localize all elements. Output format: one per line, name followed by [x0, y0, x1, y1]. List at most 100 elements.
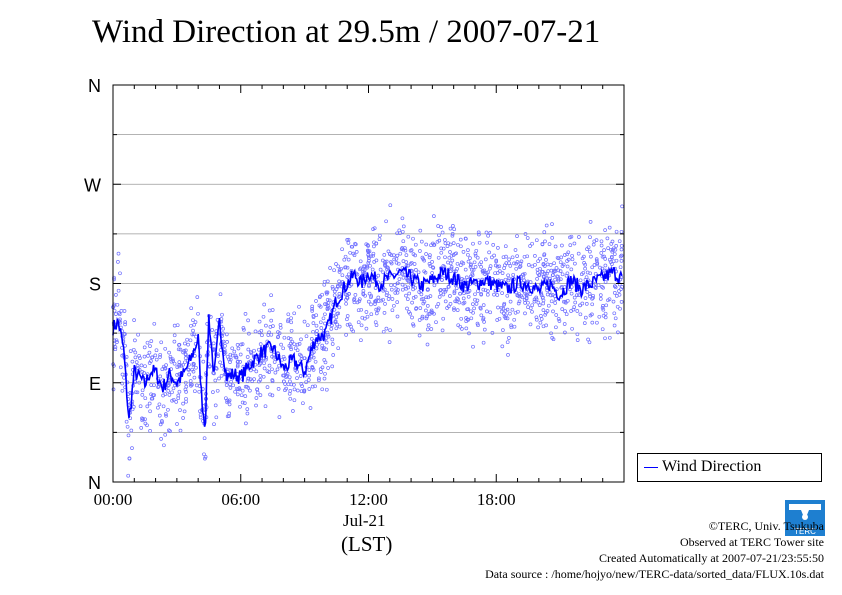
data-point	[374, 298, 378, 303]
data-point	[181, 401, 185, 406]
data-point	[361, 291, 366, 296]
data-point	[578, 278, 583, 283]
data-point	[418, 249, 422, 253]
data-point	[236, 346, 241, 351]
data-point	[525, 254, 530, 259]
data-point	[619, 287, 623, 291]
data-point	[596, 283, 601, 288]
data-point	[293, 346, 298, 351]
data-point	[245, 411, 250, 416]
data-point	[505, 307, 510, 312]
data-point	[345, 322, 350, 327]
data-point	[307, 373, 311, 378]
data-point	[177, 389, 182, 394]
data-point	[140, 388, 145, 393]
data-point	[526, 263, 531, 267]
data-point	[461, 261, 466, 266]
data-point	[496, 246, 500, 250]
data-point	[394, 260, 399, 265]
data-point	[516, 293, 521, 298]
data-point	[225, 354, 230, 359]
data-point	[321, 316, 326, 321]
data-point	[437, 295, 442, 299]
data-point	[197, 389, 202, 394]
data-point	[286, 319, 290, 324]
data-point	[344, 301, 348, 306]
data-point	[334, 315, 339, 320]
data-point	[318, 320, 323, 325]
data-point	[580, 301, 585, 306]
data-point	[388, 328, 392, 333]
data-point	[133, 390, 138, 395]
data-point	[346, 257, 351, 262]
data-point	[401, 275, 406, 280]
data-point	[604, 303, 609, 308]
data-point	[245, 407, 250, 411]
data-point	[305, 323, 310, 328]
y-tick-label: N	[88, 76, 101, 96]
data-point	[242, 401, 247, 405]
data-point	[449, 265, 454, 269]
data-point	[270, 379, 275, 383]
data-point	[365, 314, 370, 319]
data-point	[295, 376, 299, 380]
data-point	[511, 272, 516, 277]
data-point	[501, 255, 506, 260]
data-point	[284, 374, 289, 378]
data-point	[177, 363, 182, 367]
data-point	[540, 269, 544, 274]
data-point	[613, 316, 618, 321]
data-point	[535, 271, 540, 275]
data-point	[373, 286, 378, 290]
data-point	[383, 302, 387, 306]
data-point	[441, 246, 446, 251]
data-point	[367, 256, 371, 261]
data-point	[310, 304, 315, 309]
data-point	[575, 338, 580, 342]
data-point	[466, 307, 471, 311]
data-point	[456, 297, 460, 302]
data-point	[337, 279, 341, 284]
data-point	[343, 254, 348, 259]
data-point	[452, 227, 457, 232]
data-point	[295, 370, 299, 374]
data-point	[211, 341, 216, 346]
data-point	[363, 293, 367, 298]
data-point	[244, 421, 248, 426]
data-point	[544, 258, 548, 262]
data-point	[295, 388, 300, 393]
data-point	[178, 408, 182, 412]
data-point	[486, 289, 490, 293]
data-point	[521, 275, 526, 280]
data-point	[210, 328, 215, 332]
data-point	[242, 327, 246, 332]
data-point	[619, 244, 624, 248]
data-point	[322, 376, 327, 381]
data-point	[326, 366, 330, 370]
data-point	[426, 323, 431, 328]
data-point	[420, 255, 425, 260]
data-point	[503, 263, 507, 268]
data-point	[158, 374, 163, 379]
data-point	[543, 312, 548, 317]
data-point	[499, 305, 504, 310]
data-point	[376, 273, 381, 278]
data-point	[569, 267, 574, 272]
data-point	[563, 330, 567, 335]
data-point	[122, 375, 126, 380]
data-point	[572, 241, 577, 246]
data-point	[546, 303, 551, 308]
data-point	[145, 340, 150, 345]
data-point	[194, 365, 198, 370]
data-point	[490, 331, 495, 335]
data-point	[465, 317, 470, 322]
data-point	[175, 365, 180, 369]
data-point	[168, 354, 173, 359]
data-point	[405, 297, 410, 301]
data-point	[193, 320, 198, 324]
data-point	[430, 265, 435, 270]
data-point	[267, 363, 272, 368]
data-point	[383, 260, 387, 264]
data-point	[502, 266, 506, 270]
data-point	[116, 260, 120, 264]
